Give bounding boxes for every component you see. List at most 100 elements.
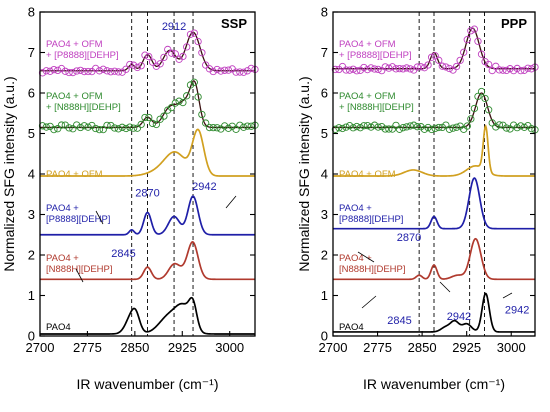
data-point — [38, 69, 47, 77]
peak-annotation-3: 2845 — [111, 248, 135, 260]
data-point — [50, 125, 58, 134]
data-point — [190, 29, 198, 37]
data-point — [360, 63, 368, 72]
data-point — [331, 65, 340, 74]
data-point — [122, 65, 130, 73]
data-point — [438, 62, 446, 70]
series-label-1: PAO4 + — [46, 253, 79, 264]
data-point — [171, 99, 179, 107]
data-point — [73, 67, 81, 75]
data-point — [220, 66, 229, 74]
series-line-1 — [40, 241, 255, 281]
y-tick-label: 8 — [321, 5, 328, 20]
data-point — [232, 68, 240, 76]
data-point — [442, 63, 450, 71]
data-point — [175, 97, 183, 105]
y-tick-label: 7 — [321, 45, 328, 60]
data-point — [129, 124, 138, 132]
data-point — [403, 123, 411, 131]
data-point — [84, 123, 92, 131]
data-point — [395, 125, 404, 133]
peak-annotation-0: 2912 — [162, 21, 186, 33]
data-point — [463, 122, 471, 130]
data-point — [506, 65, 514, 73]
series-label-4: + [N888H][DEHP] — [46, 102, 121, 113]
data-point — [129, 61, 138, 69]
data-point — [160, 53, 168, 62]
data-point — [495, 66, 503, 74]
data-point — [179, 52, 187, 61]
data-point — [331, 125, 340, 133]
series-label-1: [N888H][DEHP] — [46, 264, 113, 275]
x-axis-title: IR wavenumber (cm⁻¹) — [77, 376, 219, 392]
data-point — [213, 65, 221, 74]
series-label-3: PAO4 + OFM — [46, 169, 103, 180]
data-point — [513, 124, 521, 132]
data-point — [342, 66, 350, 74]
x-tick-label: 2850 — [408, 340, 437, 355]
data-point — [213, 124, 221, 132]
x-tick-label: 3000 — [497, 340, 526, 355]
data-point — [239, 123, 248, 131]
series-label-2: [P8888][DEHP] — [339, 214, 403, 225]
data-point — [353, 122, 361, 131]
data-point — [452, 62, 461, 71]
data-point — [167, 49, 176, 57]
series-label-5: PAO4 + OFM — [46, 39, 103, 50]
series-line-0 — [333, 292, 535, 333]
data-point — [367, 123, 375, 131]
data-point — [517, 122, 525, 130]
data-point — [470, 104, 479, 113]
annotation-arrow-2 — [75, 268, 84, 283]
data-point — [38, 122, 47, 130]
y-tick-label: 8 — [28, 5, 35, 20]
data-point — [360, 122, 368, 130]
data-point — [495, 121, 503, 129]
data-point — [133, 124, 142, 132]
series-label-5: PAO4 + OFM — [339, 39, 396, 50]
y-tick-label: 7 — [28, 45, 35, 60]
data-point — [73, 121, 81, 129]
data-point — [502, 66, 511, 75]
data-point — [194, 93, 202, 101]
data-point — [65, 124, 73, 132]
series-label-4: + [N888H][DEHP] — [339, 102, 414, 113]
data-point — [76, 123, 85, 132]
data-point — [110, 124, 119, 132]
x-tick-label: 2925 — [168, 340, 197, 355]
series-line-2 — [40, 195, 255, 236]
data-point — [80, 122, 88, 130]
data-point — [370, 65, 379, 73]
data-point — [239, 68, 248, 76]
data-point — [403, 64, 411, 72]
data-point — [410, 121, 418, 129]
series-line-2 — [333, 177, 535, 230]
data-point — [137, 120, 145, 129]
annotation-arrow-5 — [439, 281, 451, 293]
data-point — [413, 63, 422, 71]
data-point — [243, 67, 252, 75]
data-point — [485, 106, 493, 114]
data-point — [236, 121, 244, 129]
data-point — [467, 115, 475, 123]
data-point — [420, 125, 429, 134]
data-point — [224, 124, 233, 132]
data-point — [126, 60, 134, 69]
series-label-5: + [P8888][DEHP] — [339, 50, 412, 61]
data-point — [141, 113, 149, 122]
data-point — [477, 87, 486, 96]
data-point — [107, 68, 115, 76]
x-tick-label: 2775 — [73, 340, 102, 355]
data-point — [209, 123, 217, 132]
data-point — [57, 121, 66, 129]
data-point — [148, 119, 157, 128]
data-point — [137, 62, 145, 70]
data-point — [406, 65, 414, 73]
data-point — [95, 125, 104, 134]
data-point — [452, 123, 461, 131]
data-point — [349, 65, 357, 73]
series-line-3 — [333, 124, 535, 177]
data-point — [114, 125, 123, 133]
y-tick-label: 2 — [28, 248, 35, 263]
